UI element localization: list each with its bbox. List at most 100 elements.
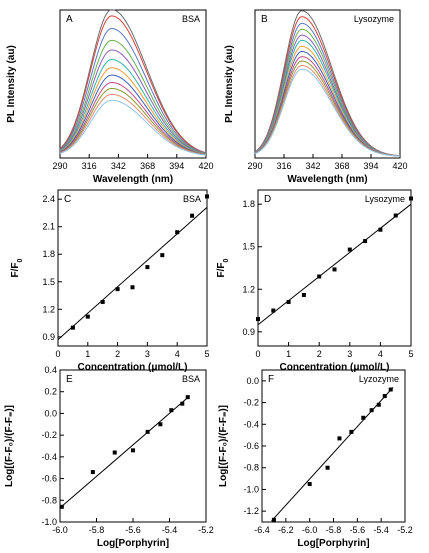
data-point [363, 239, 368, 244]
x-tick-label: 0 [255, 349, 260, 359]
spectrum-line-3 [59, 27, 207, 154]
panel-letter: F [268, 374, 274, 385]
x-tick-label: 3 [145, 349, 150, 359]
data-point [190, 213, 195, 218]
data-point [145, 429, 150, 434]
x-tick-label: 316 [82, 161, 97, 171]
plot-frame [59, 369, 207, 523]
y-tick-label: -0.6 [243, 441, 259, 451]
x-tick-label: -5.4 [162, 525, 178, 535]
spectrum-line-7 [59, 67, 207, 155]
x-tick-label: 290 [247, 161, 262, 171]
x-tick-label: 1 [85, 349, 90, 359]
data-point [332, 267, 337, 272]
x-tick-label: -5.6 [350, 525, 366, 535]
panel-letter: D [264, 194, 271, 205]
panel-letter: C [64, 194, 71, 205]
spectrum-line-8 [59, 74, 207, 155]
spectrum-line-9 [59, 82, 207, 156]
y-tick-label: -0.8 [243, 463, 259, 473]
x-tick-label: -5.2 [198, 525, 214, 535]
y-axis-title-subscript: 0 [17, 258, 24, 262]
data-point [382, 394, 387, 399]
x-tick-label: -6.2 [278, 525, 294, 535]
x-tick-label: 368 [334, 161, 349, 171]
y-tick-label: 1.2 [42, 304, 55, 314]
y-tick-label: -1.0 [243, 484, 259, 494]
panel-label: Lyzozyme [359, 374, 399, 384]
panel-label: Lysozyme [365, 194, 405, 204]
data-point [349, 429, 354, 434]
data-point [369, 408, 374, 413]
y-axis-title: Log[(F-F₀)/(F-F₌)] [218, 405, 229, 487]
y-tick-label: -1.2 [243, 506, 259, 516]
x-tick-label: -5.6 [125, 525, 141, 535]
spectrum-line-6 [59, 59, 207, 155]
y-tick-label: 0.9 [242, 327, 255, 337]
data-point [317, 274, 322, 279]
data-point [393, 213, 398, 218]
x-tick-label: -6.0 [302, 525, 318, 535]
spectrum-line-10 [59, 87, 207, 156]
x-axis-title: Concentration (μmol/L) [78, 362, 188, 373]
panel-d: 0 1 2 3 4 5 0.9 1.2 1.5 1.8 Concentration (μmol/L)… [216, 189, 414, 373]
y-tick-label: 1.8 [242, 199, 255, 209]
x-tick-label: 420 [392, 161, 407, 171]
x-tick-label: 394 [169, 161, 184, 171]
y-axis-title: F/F0 [216, 258, 230, 277]
y-tick-label: 2.1 [42, 222, 55, 232]
y-axis-title: F/F0 [10, 258, 24, 277]
x-tick-label: 4 [378, 349, 383, 359]
plot-frame [254, 9, 401, 159]
data-point [90, 470, 95, 475]
panel-letter: E [66, 374, 73, 385]
plot-frame [57, 189, 208, 347]
x-tick-label: 5 [408, 349, 413, 359]
y-tick-label: 0.4 [44, 365, 57, 375]
panel-letter: A [66, 14, 73, 25]
panel-b: 290 316 342 368 394 420 Wavelength (nm) PL Inte… [224, 9, 408, 185]
y-tick-label: 0.2 [44, 387, 57, 397]
panel-e: -6.0 -5.8 -5.6 -5.4 -5.2 -1.0 -0.8 -0.6 -0.4 -0.2… [4, 365, 214, 549]
data-point [160, 253, 165, 258]
fit-line [257, 203, 412, 326]
spectrum-line-11 [59, 93, 207, 156]
y-tick-label: 1.5 [42, 277, 55, 287]
spectrum-line-2 [59, 15, 207, 154]
x-tick-label: 342 [305, 161, 320, 171]
x-tick-label: 290 [52, 161, 67, 171]
data-point [256, 317, 260, 322]
panel-label: Lysozyme [354, 14, 394, 24]
panel-label: BSA [183, 194, 201, 204]
panel-letter: B [261, 14, 268, 25]
data-point [158, 422, 163, 427]
x-tick-label: -6.4 [254, 525, 270, 535]
panel-label: BSA [182, 374, 200, 384]
panel-f: -6.4 -6.2 -6.0 -5.8 -5.6 -5.4 -5.2 -1.2 -1.0 -0.8… [218, 369, 413, 549]
data-point [301, 292, 306, 297]
data-point [112, 450, 117, 455]
x-tick-label: -5.8 [326, 525, 342, 535]
spectrum-line-12 [254, 68, 401, 157]
data-point [307, 482, 312, 486]
x-tick-label: 394 [363, 161, 378, 171]
y-tick-label: -0.4 [243, 419, 259, 429]
data-point [205, 194, 209, 199]
x-tick-label: 2 [115, 349, 120, 359]
fit-line [57, 207, 208, 340]
y-tick-label: -0.2 [243, 398, 259, 408]
plot-frame [257, 189, 412, 347]
x-tick-label: -6.0 [52, 525, 68, 535]
data-point [185, 395, 190, 400]
data-point [409, 196, 413, 201]
x-tick-label: 0 [55, 349, 60, 359]
x-axis-title: Wavelength (nm) [93, 174, 173, 185]
data-point [361, 415, 366, 420]
y-tick-label: -0.2 [41, 430, 57, 440]
panel-c: 0 1 2 3 4 5 0.9 1.2 1.5 1.8 2.1 2.4 Concentration (μ… [10, 189, 210, 373]
x-tick-label: -5.8 [89, 525, 105, 535]
data-point [131, 448, 135, 453]
y-tick-label: 0.0 [44, 408, 57, 418]
x-axis-title: Log[Porphyrin] [297, 538, 369, 549]
